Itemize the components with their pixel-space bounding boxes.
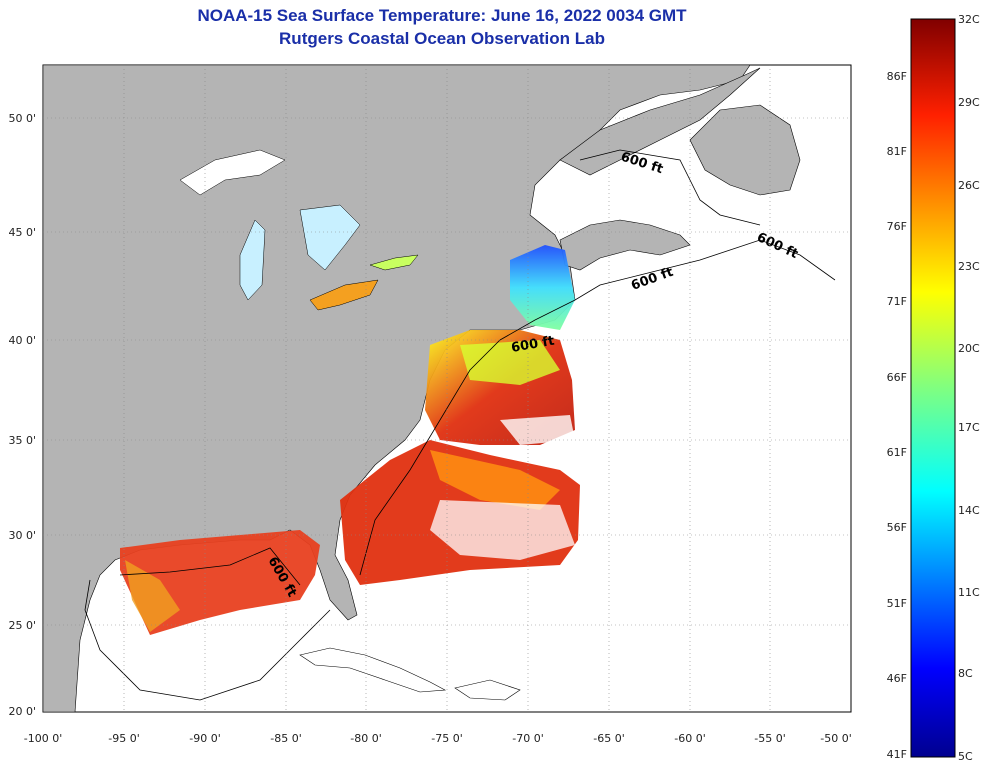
fahrenheit-label: 86F — [887, 70, 907, 83]
celsius-label: 11C — [958, 586, 980, 599]
lon-label: -80 0' — [350, 732, 382, 745]
lat-label: 20 0' — [8, 705, 36, 718]
land-masses — [42, 64, 801, 713]
lon-label: -55 0' — [754, 732, 786, 745]
longitude-labels: -100 0' -95 0' -90 0' -85 0' -80 0' -75 … — [24, 732, 852, 745]
lat-label: 30 0' — [8, 529, 36, 542]
lon-label: -70 0' — [512, 732, 544, 745]
isobath-label-4: 600 ft — [510, 334, 555, 356]
lat-label: 40 0' — [8, 334, 36, 347]
celsius-label: 8C — [958, 667, 973, 680]
lon-label: -100 0' — [24, 732, 62, 745]
lat-label: 35 0' — [8, 434, 36, 447]
fahrenheit-label: 76F — [887, 220, 907, 233]
celsius-label: 32C — [958, 13, 980, 26]
fahrenheit-label: 41F — [887, 748, 907, 761]
celsius-label: 26C — [958, 179, 980, 192]
celsius-label: 5C — [958, 750, 973, 763]
graticule — [43, 65, 851, 712]
great-lakes — [179, 149, 419, 311]
map-subtitle: Rutgers Coastal Ocean Observation Lab — [279, 29, 605, 48]
lon-label: -85 0' — [270, 732, 302, 745]
latitude-labels: 50 0' 45 0' 40 0' 35 0' 30 0' 25 0' 20 0… — [8, 112, 36, 718]
colorbar — [910, 18, 956, 758]
fahrenheit-label: 56F — [887, 521, 907, 534]
celsius-label: 23C — [958, 260, 980, 273]
fahrenheit-label: 81F — [887, 145, 907, 158]
lat-label: 50 0' — [8, 112, 36, 125]
sst-swaths — [120, 245, 580, 635]
fahrenheit-label: 46F — [887, 672, 907, 685]
celsius-label: 14C — [958, 504, 980, 517]
lon-label: -65 0' — [593, 732, 625, 745]
celsius-label: 20C — [958, 342, 980, 355]
lon-label: -60 0' — [674, 732, 706, 745]
map-title: NOAA-15 Sea Surface Temperature: June 16… — [197, 6, 687, 25]
isobath-600ft — [84, 149, 836, 701]
fahrenheit-label: 66F — [887, 371, 907, 384]
celsius-label: 17C — [958, 421, 980, 434]
lon-label: -90 0' — [189, 732, 221, 745]
colorbar-celsius-labels: 32C 29C 26C 23C 20C 17C 14C 11C 8C 5C — [958, 13, 980, 763]
lon-label: -50 0' — [820, 732, 852, 745]
fahrenheit-label: 61F — [887, 446, 907, 459]
lat-label: 45 0' — [8, 226, 36, 239]
lat-label: 25 0' — [8, 619, 36, 632]
celsius-label: 29C — [958, 96, 980, 109]
lon-label: -75 0' — [431, 732, 463, 745]
fahrenheit-label: 71F — [887, 295, 907, 308]
fahrenheit-label: 51F — [887, 597, 907, 610]
lon-label: -95 0' — [108, 732, 140, 745]
colorbar-fahrenheit-labels: 86F 81F 76F 71F 66F 61F 56F 51F 46F 41F — [887, 70, 907, 761]
